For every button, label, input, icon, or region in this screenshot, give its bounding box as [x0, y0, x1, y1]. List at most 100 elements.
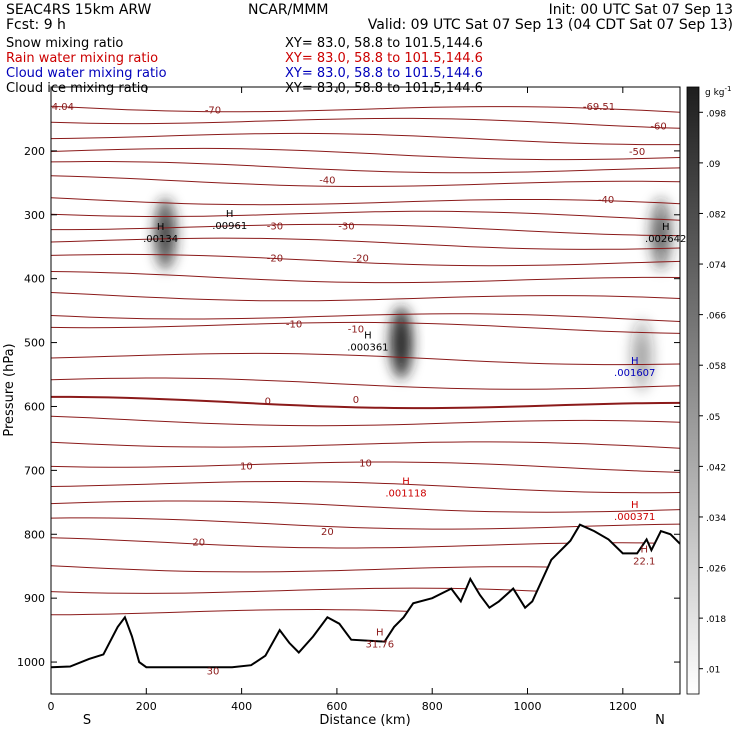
contour-label: -10	[286, 319, 302, 330]
extremum-value: 4.04	[52, 102, 74, 113]
x-tick-label: 400	[231, 700, 252, 713]
contour-label: 10	[359, 459, 372, 470]
isotherm-contour	[51, 147, 680, 161]
colorbar-tick-label: .082	[706, 210, 726, 220]
maximum-marker: H	[640, 545, 648, 556]
isotherm-contour	[51, 161, 680, 174]
axes: 0 200 400 600 800 1000 12002003004005006007008…	[17, 87, 680, 713]
isotherm-contour	[51, 313, 680, 322]
isotherm-contour	[51, 377, 680, 390]
isotherm-contour	[51, 105, 680, 113]
y-tick-label: 1000	[17, 656, 45, 669]
x-tick-label: 800	[422, 700, 443, 713]
maximum-marker: H	[364, 331, 372, 342]
isotherm-contour	[51, 500, 680, 513]
colorbar-tick-label: .042	[706, 463, 726, 473]
colorbar-tick-label: .098	[706, 109, 726, 119]
colorbar-tick-label: .01	[706, 666, 720, 676]
extremum-value: -69.51	[583, 102, 615, 113]
isotherm-contour	[51, 117, 680, 129]
y-tick-label: 900	[24, 592, 45, 605]
contour-label: -40	[319, 176, 335, 187]
x-end-label-north: N	[655, 713, 665, 728]
maximum-marker: H	[631, 356, 639, 367]
hydrometeor-shading	[153, 197, 178, 270]
maximum-marker: H	[402, 476, 410, 487]
colorbar-tick-label: .09	[706, 160, 721, 170]
contour-label: 20	[321, 527, 334, 538]
colorbar-tick-label: .058	[706, 362, 726, 372]
maximum-marker: H	[226, 209, 234, 220]
terrain-profile	[51, 523, 680, 669]
freezing-level-contour	[51, 395, 680, 410]
field-xy-snow: XY= 83.0, 58.8 to 101.5,144.6	[285, 36, 483, 51]
colorbar-unit: g kg-1	[705, 85, 731, 98]
isotherm-contour	[51, 197, 680, 206]
field-label-snow: Snow mixing ratio	[6, 36, 123, 51]
contour-label: -20	[267, 254, 283, 265]
y-tick-label: 200	[24, 145, 45, 158]
maximum-value: .00134	[143, 234, 178, 245]
contour-label: -40	[598, 195, 614, 206]
x-tick-label: 1000	[514, 700, 542, 713]
isotherm-contour	[51, 415, 680, 427]
field-xy-cloud-ice: XY= 83.0, 58.8 to 101.5,144.6	[285, 81, 483, 96]
contour-label: 10	[240, 461, 253, 472]
maximum-value: .00961	[212, 221, 247, 232]
y-tick-label: 300	[24, 209, 45, 222]
x-tick-label: 1200	[609, 700, 637, 713]
x-tick-label: 0	[48, 700, 55, 713]
annotations: -70 -60 -50 -40 -40 -30 -30 -20 -20 -10 -10 0 0 10 10 2…	[52, 102, 687, 677]
contour-label: -70	[205, 105, 221, 116]
isotherm-contour	[51, 237, 680, 250]
maximum-value: 31.76	[365, 640, 394, 651]
hydrometeor-shading	[648, 197, 673, 270]
contour-label: 20	[192, 537, 205, 548]
isotherm-contour	[51, 175, 680, 188]
colorbar-tick-label: .034	[706, 514, 726, 524]
field-label-rain: Rain water mixing ratio	[6, 51, 158, 66]
isotherm-contour	[51, 481, 680, 494]
colorbar-ramp	[686, 86, 700, 695]
maximum-marker: H	[662, 222, 670, 233]
maximum-marker: H	[631, 500, 639, 511]
isotherm-contour	[51, 132, 680, 146]
x-tick-label: 600	[326, 700, 347, 713]
contour-label: -20	[353, 254, 369, 265]
isotherm-contour	[51, 253, 680, 267]
isotherm-contour	[51, 517, 680, 530]
contour-label: -30	[267, 222, 283, 233]
colorbar: g kg-1 .01 .018 .026 .034 .042 .05 .058 .066 .07…	[686, 85, 731, 695]
contour-label: -10	[348, 325, 364, 336]
isotherm-contour	[51, 352, 680, 366]
field-label-cloud-water: Cloud water mixing ratio	[6, 66, 167, 81]
y-tick-label: 500	[24, 337, 45, 350]
isotherm-contour	[51, 223, 680, 237]
contour-label: 30	[207, 666, 220, 677]
colorbar-tick-label: .066	[706, 312, 726, 322]
y-tick-label: 400	[24, 273, 45, 286]
field-xy-rain: XY= 83.0, 58.8 to 101.5,144.6	[285, 51, 483, 66]
y-tick-label: 700	[24, 464, 45, 477]
maximum-value: .000371	[614, 512, 655, 523]
colorbar-tick-label: .018	[706, 615, 726, 625]
maximum-value: 22.1	[633, 557, 655, 568]
maximum-marker: H	[376, 628, 384, 639]
maximum-marker: H	[157, 222, 165, 233]
x-axis-title: Distance (km)	[319, 713, 410, 728]
plot-frame	[50, 86, 681, 695]
field-xy-cloud-water: XY= 83.0, 58.8 to 101.5,144.6	[285, 66, 483, 81]
isotherm-contour	[51, 321, 680, 334]
model-title: SEAC4RS 15km ARW	[6, 2, 152, 18]
y-tick-label: 600	[24, 400, 45, 413]
isotherm-contour	[51, 441, 680, 449]
contour-label: 0	[265, 397, 271, 408]
init-time: Init: 00 UTC Sat 07 Sep 13	[549, 2, 733, 18]
colorbar-tick-label: .026	[706, 565, 726, 575]
contour-label: 0	[353, 395, 359, 406]
plot-area	[51, 105, 680, 694]
y-axis-title: Pressure (hPa)	[2, 343, 17, 436]
y-tick-label: 800	[24, 528, 45, 541]
isotherm-contour	[51, 292, 680, 302]
isotherm-contour	[51, 461, 680, 473]
